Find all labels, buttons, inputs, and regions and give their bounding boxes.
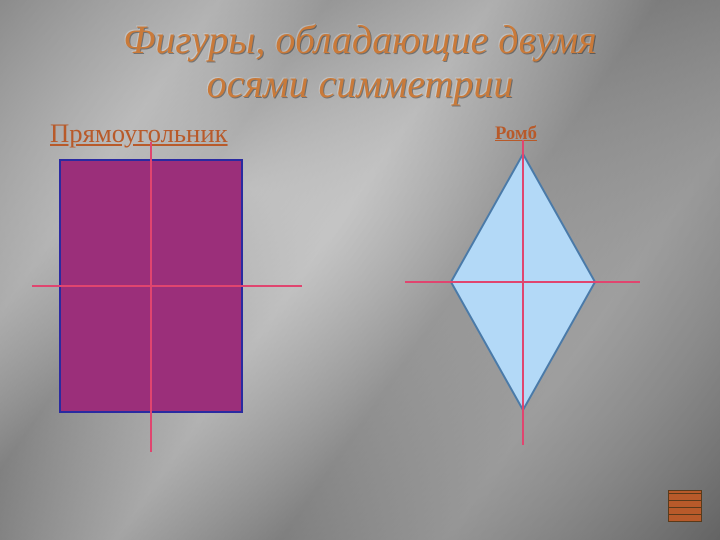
diagram-canvas [0,0,720,540]
next-slide-button[interactable] [668,490,702,522]
